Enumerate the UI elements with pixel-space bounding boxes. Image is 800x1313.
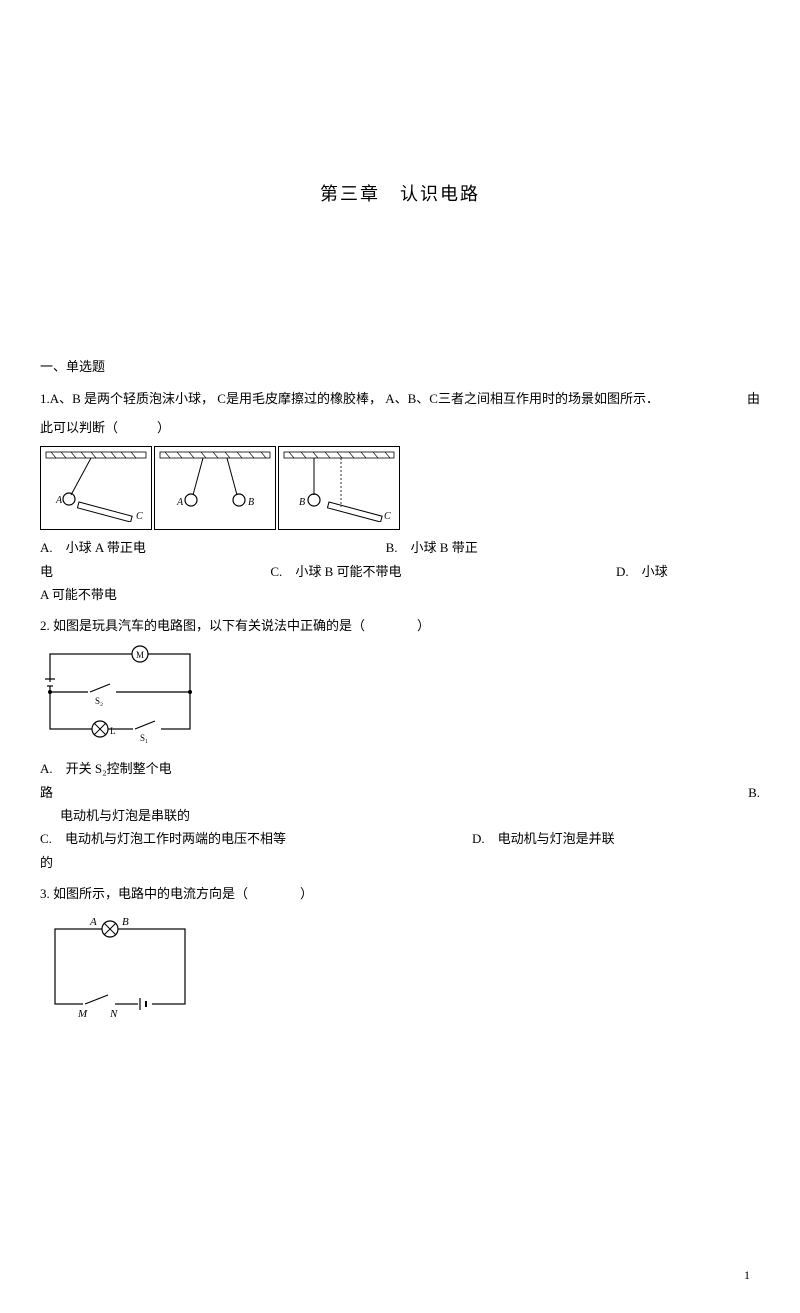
q2-labelS2: S₂ <box>95 696 103 706</box>
q1-stem: 1.A、B 是两个轻质泡沫小球， C是用毛皮摩擦过的橡胶棒， A、B、C三者之间… <box>40 387 760 410</box>
q2-optB-text: 电动机与灯泡是串联的 <box>40 804 190 827</box>
q1-d1-labelA: A <box>55 495 63 506</box>
q3-labelA: A <box>89 916 97 928</box>
q1-optA-label: A. <box>40 540 53 555</box>
question-1: 1.A、B 是两个轻质泡沫小球， C是用毛皮摩擦过的橡胶棒， A、B、C三者之间… <box>40 387 760 606</box>
q2-optC-cont: 的 <box>40 851 53 874</box>
q1-diagram-1: A C <box>40 446 152 530</box>
q2-optA-cont: 路 <box>40 781 53 804</box>
q2-optA-label: A. <box>40 761 53 776</box>
section-header: 一、单选题 <box>40 356 760 375</box>
q3-labelN: N <box>109 1008 118 1020</box>
q1-stem-p3: 此可以判断（ ） <box>40 416 760 439</box>
q2-stem: 2. 如图是玩具汽车的电路图，以下有关说法中正确的是（ ） <box>40 614 760 637</box>
q3-circuit: A B M N <box>40 911 760 1028</box>
q1-options: A. 小球 A 带正电 B. 小球 B 带正 电 C. 小球 B 可能不带电 D… <box>40 536 760 606</box>
q2-optB-label: B. <box>748 781 760 804</box>
page-number: 1 <box>744 1268 750 1283</box>
q1-optC-text: 小球 B 可能不带电 <box>295 564 401 579</box>
q2-labelL: L <box>110 726 116 736</box>
q2-options: A. 开关 S₂控制整个电 路 B. 电动机与灯泡是串联的 C. 电动机与灯泡工… <box>40 757 760 874</box>
q1-diagram-2: A B <box>154 446 276 530</box>
q1-diagrams: A C A B <box>40 446 760 530</box>
question-3: 3. 如图所示，电路中的电流方向是（ ） A B M N <box>40 882 760 1029</box>
q1-d3-labelC: C <box>384 511 391 522</box>
q1-stem-p1: 1.A、B 是两个轻质泡沫小球， C是用毛皮摩擦过的橡胶棒， A、B、C三者之间… <box>40 391 659 406</box>
q1-d1-labelC: C <box>136 511 143 522</box>
q1-optD-label: D. <box>616 564 629 579</box>
q2-labelS1: S₁ <box>140 733 148 743</box>
q1-stem-p2: 由 <box>747 387 760 410</box>
q2-labelM: M <box>136 650 144 660</box>
page-title: 第三章 认识电路 <box>40 180 760 206</box>
q2-optC-label: C. <box>40 831 52 846</box>
q1-d2-labelA: A <box>176 497 184 508</box>
q1-optC-label: C. <box>270 564 282 579</box>
question-2: 2. 如图是玩具汽车的电路图，以下有关说法中正确的是（ ） M S₂ L <box>40 614 760 874</box>
q2-optD-text: 电动机与灯泡是并联 <box>498 831 615 846</box>
q1-optB-text: 小球 B 带正 <box>411 540 478 555</box>
q1-optB-label: B. <box>386 540 398 555</box>
q2-optC-text: 电动机与灯泡工作时两端的电压不相等 <box>65 831 286 846</box>
q1-optB-cont: 电 <box>40 560 270 583</box>
q1-optD-text: 小球 <box>642 564 668 579</box>
q1-d3-labelB: B <box>299 497 305 508</box>
q1-diagram-3: B C <box>278 446 400 530</box>
q2-circuit: M S₂ L S₁ <box>40 644 760 751</box>
q2-optA-text: 开关 S₂控制整个电 <box>66 761 172 776</box>
q1-optD-cont: A 可能不带电 <box>40 583 117 606</box>
q2-optD-label: D. <box>472 831 485 846</box>
q1-optA-text: 小球 A 带正电 <box>66 540 146 555</box>
q3-labelM: M <box>77 1008 88 1020</box>
q3-stem: 3. 如图所示，电路中的电流方向是（ ） <box>40 882 760 905</box>
q3-labelB: B <box>122 916 129 928</box>
q1-d2-labelB: B <box>248 497 254 508</box>
